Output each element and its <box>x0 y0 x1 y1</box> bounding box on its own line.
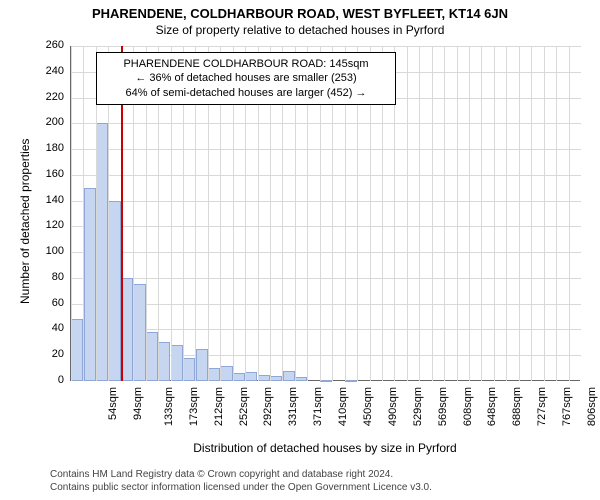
bar <box>158 342 170 381</box>
gridline <box>71 46 581 47</box>
x-tick-label: 688sqm <box>511 387 523 426</box>
x-tick-label: 331sqm <box>288 387 300 426</box>
gridline <box>481 46 482 381</box>
gridline <box>71 304 581 305</box>
y-tick-label: 40 <box>34 322 64 334</box>
chart-container: PHARENDENE, COLDHARBOUR ROAD, WEST BYFLE… <box>0 0 600 500</box>
bar <box>258 375 270 381</box>
bar <box>295 377 307 381</box>
gridline <box>506 46 507 381</box>
y-tick-label: 20 <box>34 348 64 360</box>
bar <box>196 349 208 381</box>
x-tick-label: 252sqm <box>238 387 250 426</box>
annotation-line-3: 64% of semi-detached houses are larger (… <box>105 86 387 100</box>
gridline <box>494 46 495 381</box>
gridline <box>71 123 581 124</box>
gridline <box>444 46 445 381</box>
bar <box>133 284 145 381</box>
footnote-line-1: Contains HM Land Registry data © Crown c… <box>50 468 432 481</box>
bar <box>108 201 120 381</box>
bar <box>245 372 257 381</box>
y-tick-label: 120 <box>34 219 64 231</box>
gridline <box>432 46 433 381</box>
x-tick-label: 410sqm <box>337 387 349 426</box>
y-tick-label: 100 <box>34 245 64 257</box>
x-tick-label: 608sqm <box>462 387 474 426</box>
y-tick-label: 200 <box>34 116 64 128</box>
gridline <box>544 46 545 381</box>
footnote-line-2: Contains public sector information licen… <box>50 481 432 494</box>
x-tick-label: 173sqm <box>188 387 200 426</box>
bar <box>220 366 232 381</box>
chart-title: PHARENDENE, COLDHARBOUR ROAD, WEST BYFLE… <box>0 0 600 21</box>
bar <box>146 332 158 381</box>
y-tick-label: 260 <box>34 39 64 51</box>
y-tick-label: 60 <box>34 297 64 309</box>
gridline <box>556 46 557 381</box>
y-tick-label: 240 <box>34 65 64 77</box>
x-tick-label: 450sqm <box>362 387 374 426</box>
bar <box>283 371 295 381</box>
annotation-line-2: ← 36% of detached houses are smaller (25… <box>105 71 387 85</box>
x-tick-label: 54sqm <box>107 387 119 420</box>
bar <box>171 345 183 381</box>
gridline <box>71 175 581 176</box>
gridline <box>419 46 420 381</box>
gridline <box>569 46 570 381</box>
gridline <box>407 46 408 381</box>
footnote: Contains HM Land Registry data © Crown c… <box>50 468 432 494</box>
gridline <box>71 46 72 381</box>
gridline <box>83 46 84 381</box>
gridline <box>531 46 532 381</box>
chart-subtitle: Size of property relative to detached ho… <box>0 21 600 39</box>
x-tick-label: 529sqm <box>412 387 424 426</box>
gridline <box>519 46 520 381</box>
bar <box>270 376 282 381</box>
gridline <box>469 46 470 381</box>
x-tick-label: 94sqm <box>132 387 144 420</box>
gridline <box>71 252 581 253</box>
bar <box>183 358 195 381</box>
x-tick-label: 212sqm <box>213 387 225 426</box>
x-tick-label: 806sqm <box>586 387 598 426</box>
y-axis-label: Number of detached properties <box>18 138 32 303</box>
gridline <box>71 329 581 330</box>
gridline <box>71 201 581 202</box>
bar <box>71 319 83 381</box>
annotation-box: PHARENDENE COLDHARBOUR ROAD: 145sqm ← 36… <box>96 52 396 105</box>
gridline <box>71 226 581 227</box>
bar <box>96 123 108 381</box>
x-tick-label: 292sqm <box>263 387 275 426</box>
bar <box>233 373 245 381</box>
y-tick-label: 220 <box>34 91 64 103</box>
x-tick-label: 133sqm <box>163 387 175 426</box>
y-tick-label: 0 <box>34 374 64 386</box>
y-tick-label: 80 <box>34 271 64 283</box>
gridline <box>71 278 581 279</box>
gridline <box>457 46 458 381</box>
x-tick-label: 767sqm <box>561 387 573 426</box>
gridline <box>71 149 581 150</box>
x-axis-label: Distribution of detached houses by size … <box>70 441 580 455</box>
bar <box>345 380 357 382</box>
bar <box>84 188 96 381</box>
y-tick-label: 140 <box>34 194 64 206</box>
bar <box>208 368 220 381</box>
bar <box>320 380 332 382</box>
y-tick-label: 180 <box>34 142 64 154</box>
x-tick-label: 727sqm <box>536 387 548 426</box>
annotation-line-1: PHARENDENE COLDHARBOUR ROAD: 145sqm <box>105 57 387 71</box>
x-tick-label: 648sqm <box>487 387 499 426</box>
x-tick-label: 569sqm <box>437 387 449 426</box>
y-tick-label: 160 <box>34 168 64 180</box>
x-tick-label: 371sqm <box>312 387 324 426</box>
x-tick-label: 490sqm <box>387 387 399 426</box>
